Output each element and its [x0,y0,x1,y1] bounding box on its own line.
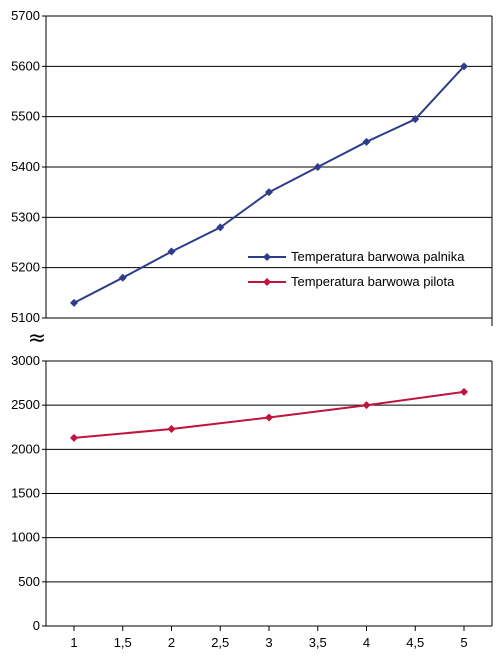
x-axis: 1 1,5 2 2,5 3 3,5 4 4,5 5 [70,318,492,650]
x-tick-label: 3 [265,635,272,650]
x-tick-label: 1 [70,635,77,650]
y-tick-label: 5700 [11,8,40,23]
y-tick-label: 1000 [11,530,40,545]
y-tick-label: 1500 [11,486,40,501]
legend-marker [263,278,271,286]
y-tick-label: 5300 [11,209,40,224]
y-tick-label: 3000 [11,353,40,368]
legend: Temperatura barwowa palnika Temperatura b… [248,249,465,289]
y-tick-label: 5600 [11,58,40,73]
data-point [363,401,371,409]
data-point [168,425,176,433]
y-tick-label: 0 [33,618,40,633]
x-tick-label: 3,5 [309,635,327,650]
y-tick-label: 5200 [11,260,40,275]
y-tick-label: 2000 [11,441,40,456]
legend-label: Temperatura barwowa palnika [291,249,465,264]
data-point [119,274,127,282]
data-point [168,248,176,256]
legend-label: Temperatura barwowa pilota [291,274,455,289]
axis-break-symbol: ≈ [28,326,46,351]
x-tick-label: 4 [363,635,370,650]
lower-panel: 0 500 1000 1500 2000 2500 3000 [11,353,492,633]
x-tick-label: 2 [168,635,175,650]
data-point [363,138,371,146]
data-point [265,414,273,422]
x-tick-label: 1,5 [114,635,132,650]
data-point [70,434,78,442]
y-tick-label: 5500 [11,109,40,124]
y-tick-label: 2500 [11,397,40,412]
x-tick-label: 4,5 [406,635,424,650]
x-tick-label: 5 [460,635,467,650]
data-point [314,163,322,171]
y-tick-label: 500 [18,574,40,589]
y-tick-label: 5400 [11,159,40,174]
legend-marker [263,253,271,261]
data-point [460,388,468,396]
x-tick-label: 2,5 [211,635,229,650]
y-tick-label: 5100 [11,310,40,325]
data-point [70,299,78,307]
